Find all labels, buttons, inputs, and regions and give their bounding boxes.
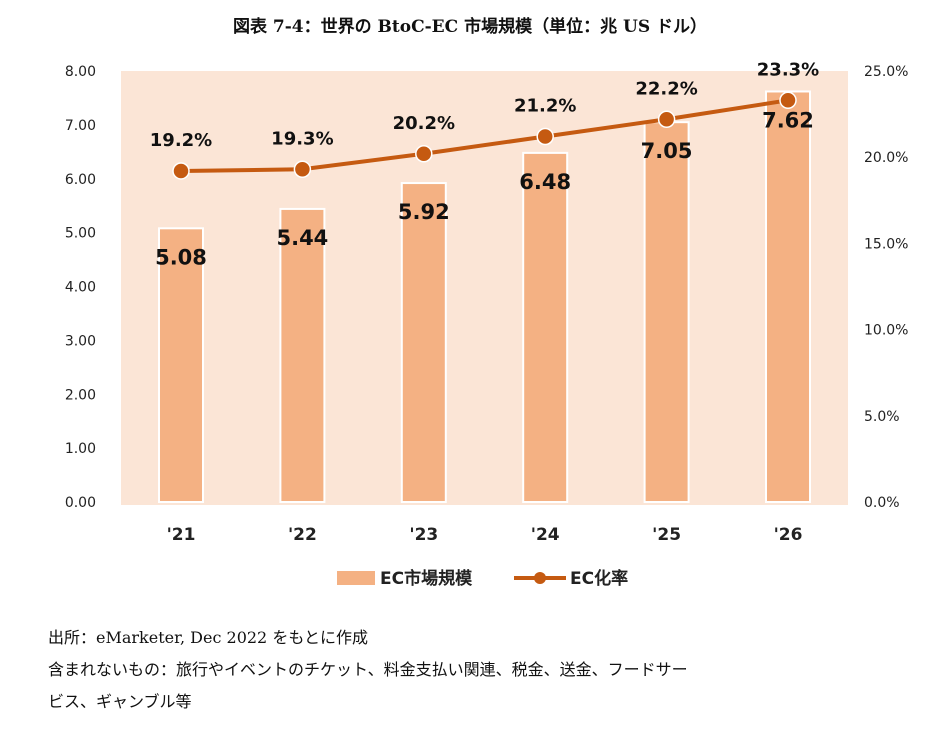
line-data-label: 22.2% <box>635 78 697 99</box>
bar <box>643 121 690 504</box>
right-axis-tick: 0.0% <box>864 495 900 511</box>
bar <box>158 227 204 503</box>
line-series <box>180 98 789 173</box>
bar <box>765 90 811 503</box>
legend-bar-label: EC市場規模 <box>380 568 473 589</box>
bar-data-label: 5.92 <box>398 200 450 224</box>
left-axis-tick: 1.00 <box>65 441 96 457</box>
line-point <box>657 110 676 129</box>
bar <box>522 151 569 503</box>
left-axis-tick: 4.00 <box>65 280 96 296</box>
bar-data-label: 7.05 <box>641 139 693 163</box>
x-axis-tick: '24 <box>531 525 560 545</box>
line-point <box>415 145 433 163</box>
x-axis-tick: '25 <box>652 525 681 545</box>
source-note: 出所：eMarketer, Dec 2022 をもとに作成 <box>48 628 368 647</box>
left-axis-tick: 2.00 <box>65 387 96 403</box>
plot-area <box>121 71 848 505</box>
bar <box>279 207 326 503</box>
right-axis-tick: 25.0% <box>864 64 908 80</box>
left-axis-tick: 3.00 <box>65 333 96 349</box>
line-data-label: 21.2% <box>514 96 576 117</box>
line-point <box>536 127 554 146</box>
exclusions-note-line1: 含まれないもの：旅行やイベントのチケット、料金支払い関連、税金、送金、フードサー <box>48 660 688 679</box>
line-point <box>779 91 797 110</box>
x-axis-tick: '26 <box>774 525 803 545</box>
line-data-label: 19.3% <box>271 128 333 149</box>
left-axis-tick: 7.00 <box>65 118 96 134</box>
bar-data-label: 7.62 <box>762 108 814 132</box>
line-point <box>172 162 190 180</box>
line-data-label: 20.2% <box>393 113 455 134</box>
bar-data-label: 5.44 <box>276 226 328 250</box>
bar-data-label: 6.48 <box>519 170 571 194</box>
legend-line-marker <box>534 572 546 584</box>
line-data-label: 19.2% <box>150 130 212 151</box>
left-axis-tick: 5.00 <box>65 226 96 242</box>
right-axis-tick: 10.0% <box>864 323 908 339</box>
x-axis-tick: '23 <box>409 525 438 545</box>
bar-data-label: 5.08 <box>155 245 207 269</box>
legend-bar-swatch <box>337 571 375 585</box>
line-point <box>293 160 312 179</box>
x-axis-tick: '22 <box>288 525 317 545</box>
bar <box>400 182 447 503</box>
left-axis-tick: 0.00 <box>65 495 96 511</box>
right-axis-tick: 5.0% <box>864 409 900 425</box>
exclusions-note-line2: ビス、ギャンブル等 <box>48 692 192 711</box>
right-axis-tick: 15.0% <box>864 236 908 252</box>
right-axis-tick: 20.0% <box>864 150 908 166</box>
left-axis-tick: 8.00 <box>65 64 96 80</box>
chart-title: 図表 7-4：世界の BtoC-EC 市場規模（単位：兆 US ドル） <box>232 17 708 37</box>
line-data-label: 23.3% <box>757 59 819 80</box>
x-axis-tick: '21 <box>167 525 196 545</box>
legend-line-label: EC化率 <box>570 568 628 589</box>
left-axis-tick: 6.00 <box>65 172 96 188</box>
